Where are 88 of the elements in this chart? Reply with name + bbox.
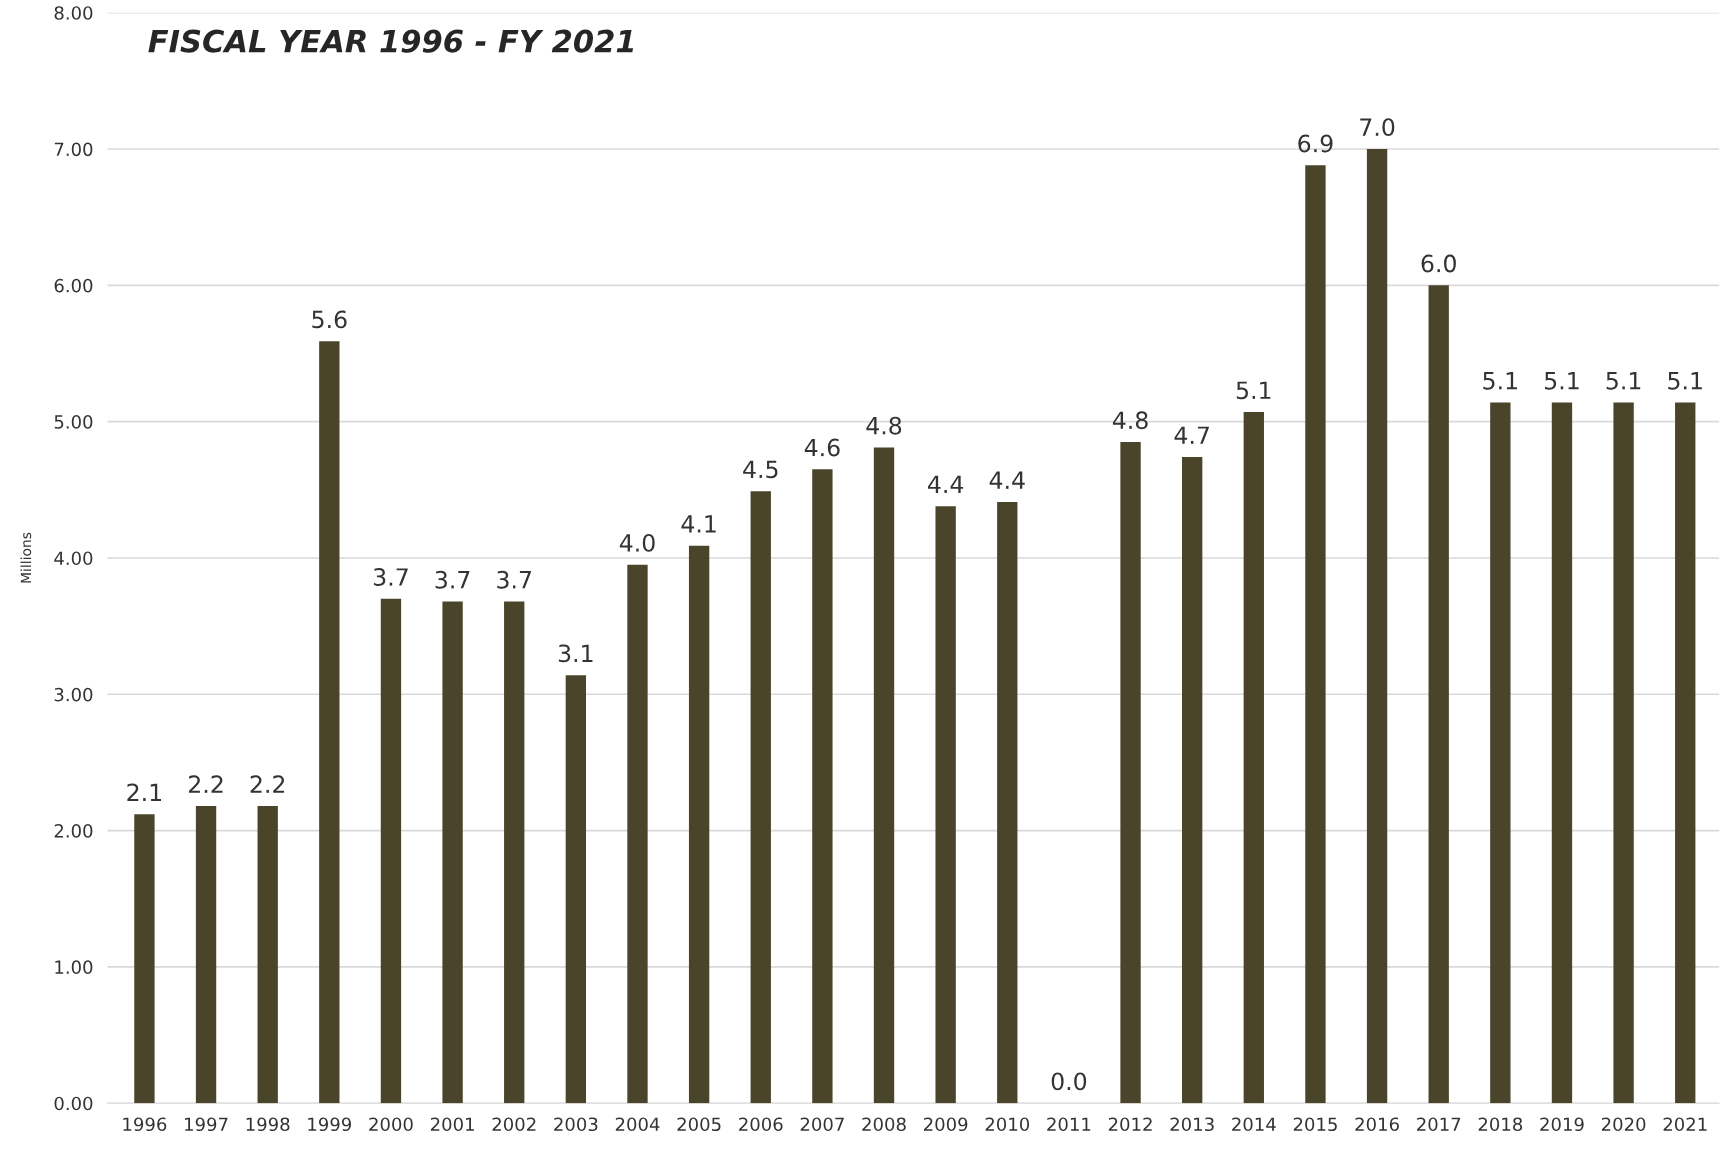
data-label: 2.2 — [189, 775, 223, 793]
data-label: 3.1 — [558, 644, 593, 663]
x-tick-label: 2017 — [1417, 1117, 1461, 1132]
x-tick-label: 1996 — [123, 1117, 167, 1132]
x-tick-label: 2021 — [1663, 1117, 1707, 1132]
x-tick-label: 2001 — [430, 1117, 474, 1132]
x-tick-label: 2004 — [615, 1117, 660, 1132]
x-tick-label: 2012 — [1108, 1117, 1152, 1132]
x-tick-label: 2014 — [1232, 1117, 1276, 1132]
data-label: 4.1 — [681, 515, 716, 533]
x-tick-label: 2013 — [1170, 1117, 1214, 1132]
bar — [1613, 402, 1634, 1104]
bar — [1182, 457, 1203, 1104]
bar — [1243, 412, 1264, 1104]
y-tick-label: 6.00 — [54, 278, 93, 293]
data-label: 2.2 — [250, 775, 285, 793]
x-tick-label: 2007 — [800, 1117, 844, 1132]
bar — [1305, 165, 1326, 1104]
bar — [504, 601, 525, 1104]
data-label: 7.0 — [1360, 118, 1395, 137]
x-tick-label: 2010 — [985, 1117, 1030, 1132]
y-tick-label: 7.00 — [54, 142, 93, 157]
x-tick-label: 2011 — [1047, 1117, 1091, 1132]
x-tick-label: 2008 — [862, 1117, 906, 1132]
x-tick-label: 1999 — [308, 1117, 352, 1132]
y-tick-label: 4.00 — [54, 551, 93, 566]
y-tick-label: 0.00 — [54, 1096, 93, 1111]
bar — [319, 341, 340, 1104]
x-tick-label: 1997 — [185, 1117, 228, 1132]
bar — [997, 502, 1018, 1104]
data-label: 4.8 — [866, 416, 902, 435]
x-tick-label: 1998 — [246, 1117, 290, 1132]
bar — [1551, 402, 1573, 1104]
data-label: 4.7 — [1174, 426, 1209, 444]
bar — [1675, 402, 1696, 1104]
bar — [134, 814, 155, 1104]
bar — [627, 564, 648, 1104]
x-tick-label: 2016 — [1355, 1117, 1399, 1132]
chart-title: FISCAL YEAR 1996 - FY 2021 — [148, 29, 634, 53]
y-tick-label: 5.00 — [54, 415, 93, 429]
bar — [935, 506, 956, 1104]
data-label: 5.6 — [312, 310, 347, 329]
x-tick-label: 2009 — [924, 1117, 968, 1132]
x-tick-label: 2006 — [739, 1117, 783, 1132]
bar — [750, 491, 771, 1104]
bar — [812, 469, 833, 1104]
y-tick-label: 3.00 — [54, 687, 93, 702]
x-tick-label: 2000 — [369, 1117, 413, 1132]
y-tick-label: 8.00 — [54, 6, 93, 20]
x-tick-label: 2002 — [492, 1117, 536, 1132]
bar — [195, 806, 217, 1104]
x-tick-label: 2019 — [1540, 1117, 1584, 1132]
bar — [1428, 285, 1449, 1104]
bar — [1120, 442, 1141, 1104]
data-label: 4.0 — [619, 534, 655, 552]
bar — [257, 806, 278, 1104]
x-tick-label: 2005 — [677, 1117, 721, 1132]
data-label: 5.1 — [1606, 372, 1641, 390]
y-tick-label: 1.00 — [55, 960, 93, 975]
bar — [442, 601, 463, 1104]
x-tick-label: 2003 — [554, 1117, 598, 1132]
x-tick-label: 2018 — [1478, 1117, 1523, 1132]
x-tick-label: 2015 — [1293, 1117, 1337, 1132]
data-label: 6.0 — [1421, 254, 1456, 273]
data-label: 6.9 — [1298, 134, 1333, 153]
data-label: 4.4 — [928, 475, 964, 493]
data-label: 2.1 — [127, 783, 162, 801]
data-label: 4.4 — [989, 471, 1025, 489]
y-tick-label: 2.00 — [54, 824, 93, 838]
data-label: 3.7 — [373, 568, 408, 586]
bar — [873, 447, 895, 1104]
bar — [565, 675, 587, 1104]
data-label: 4.8 — [1112, 411, 1148, 430]
bar — [1366, 149, 1388, 1104]
data-label: 3.7 — [497, 570, 531, 589]
bar — [380, 598, 402, 1104]
data-label: 4.6 — [804, 438, 840, 457]
data-label: 0.0 — [1051, 1072, 1087, 1091]
data-label: 5.1 — [1236, 381, 1271, 400]
data-label: 5.1 — [1545, 372, 1579, 390]
bar — [688, 545, 710, 1104]
bar — [1490, 402, 1511, 1104]
data-label: 4.5 — [743, 460, 778, 479]
x-tick-label: 2020 — [1601, 1117, 1646, 1132]
y-axis-title: Millions — [20, 532, 32, 583]
data-label: 3.7 — [435, 570, 470, 589]
data-label: 5.1 — [1668, 372, 1702, 390]
data-label: 5.1 — [1483, 372, 1517, 390]
